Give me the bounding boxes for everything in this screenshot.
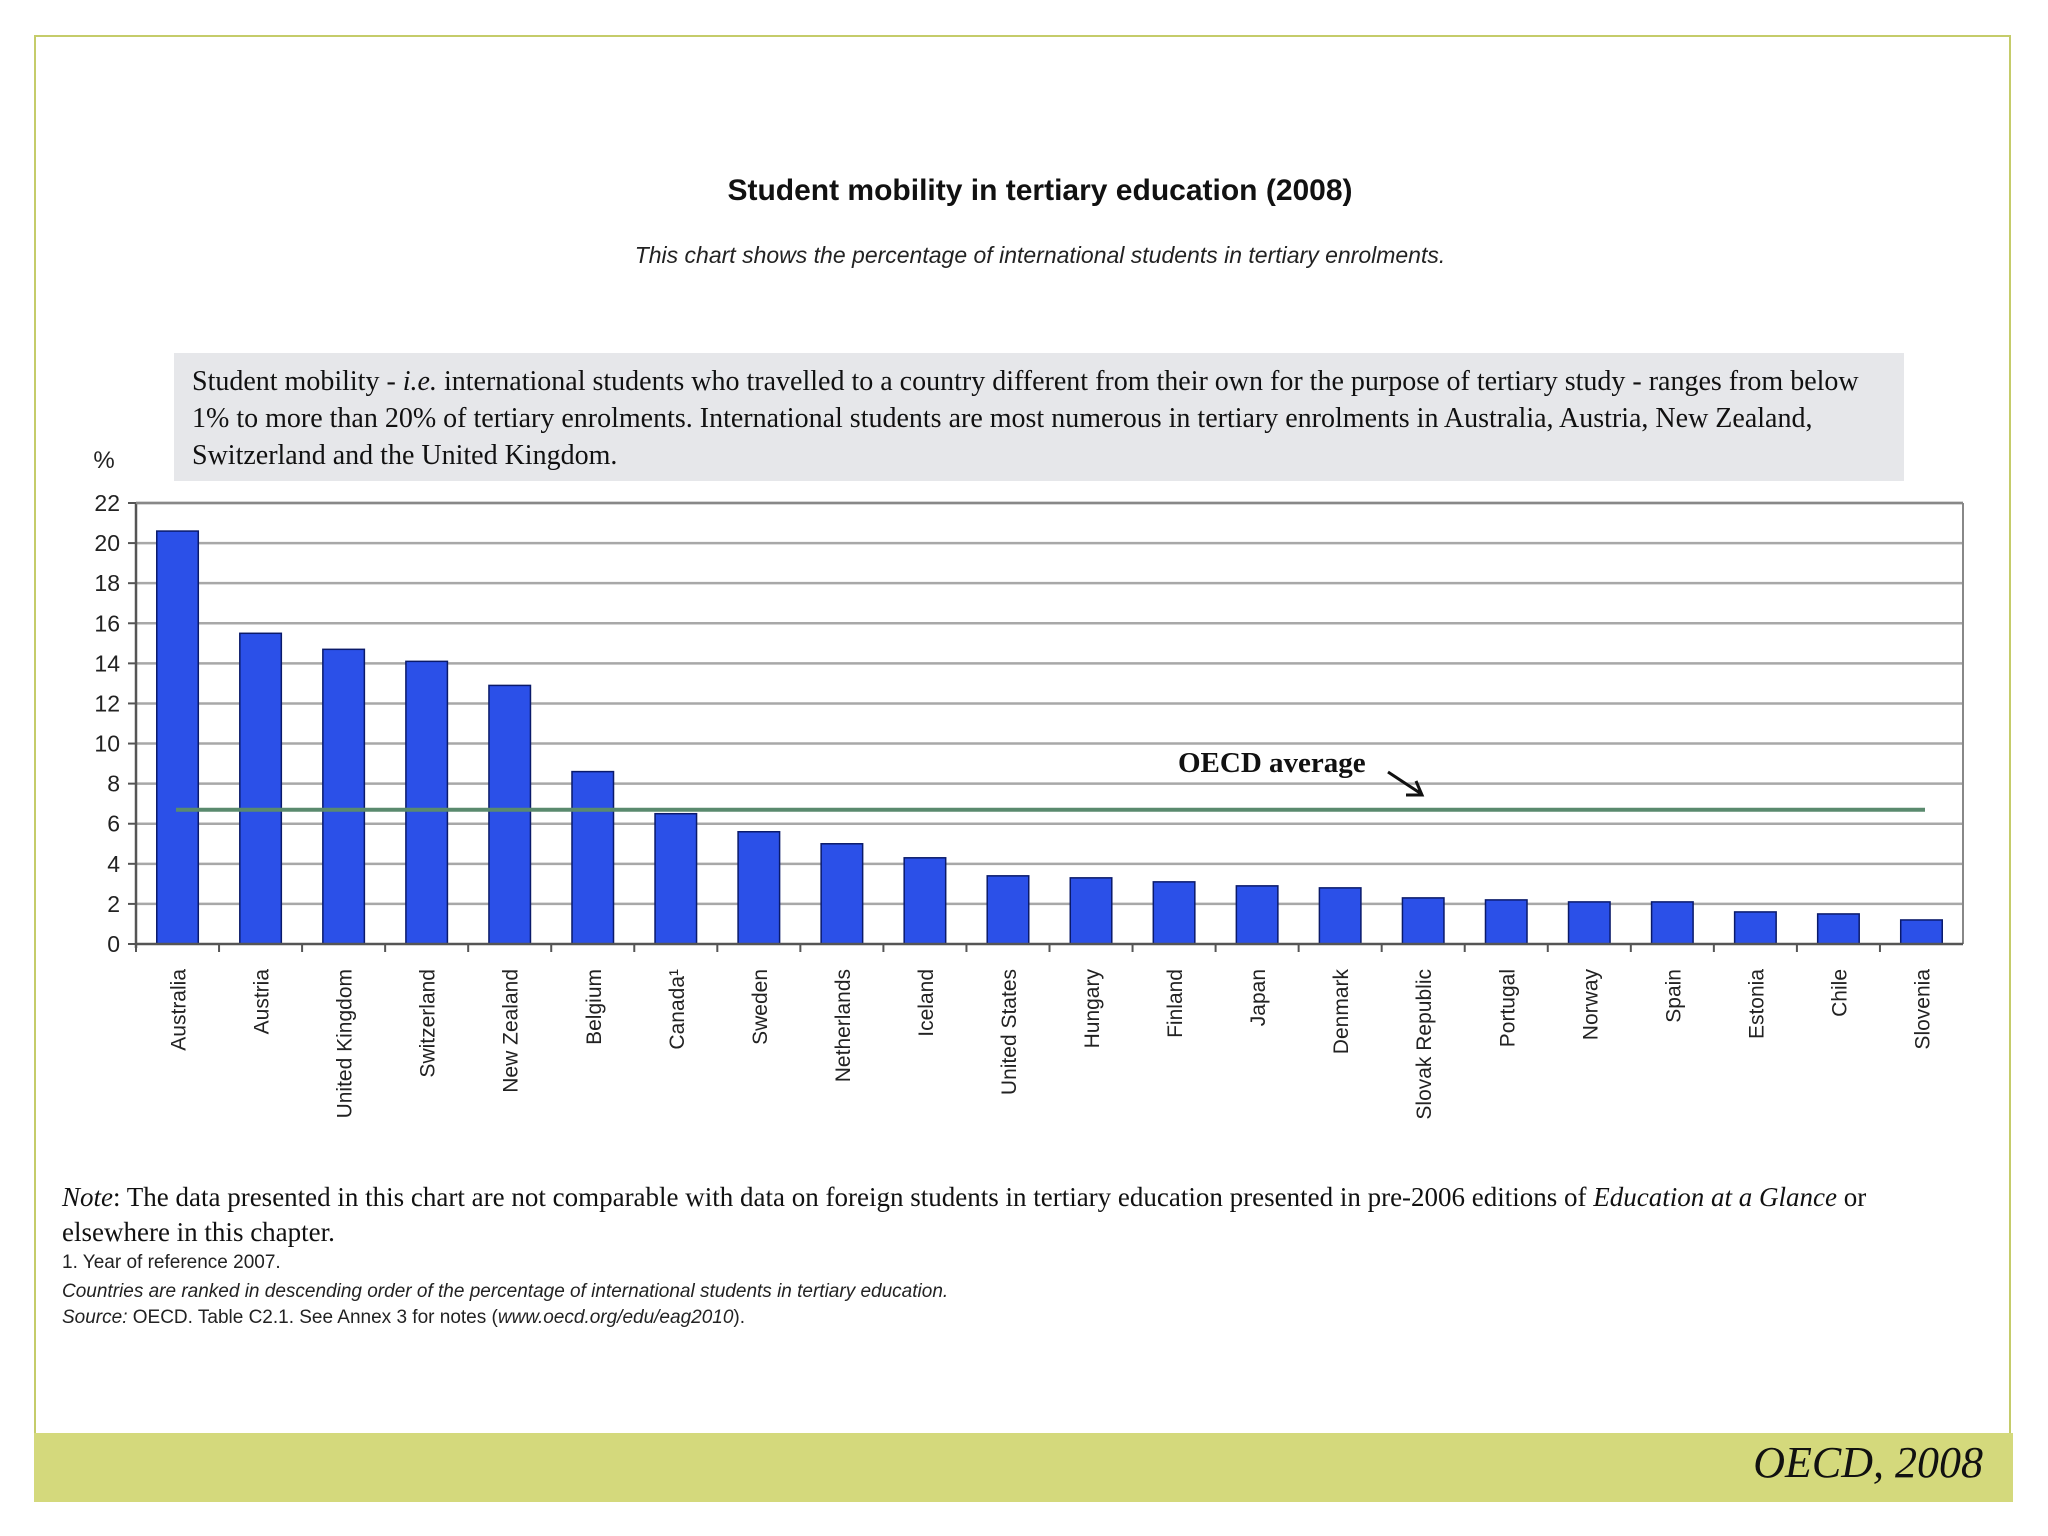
arrow-icon [1387,770,1425,797]
y-axis-label: % [93,447,114,474]
x-tick-label: Slovenia [1911,969,1934,1050]
y-tick-label: 14 [94,650,120,676]
oecd-average-label: OECD average [1178,747,1366,779]
x-tick-label: Sweden [749,969,772,1045]
x-tick-label: Austria [251,969,274,1035]
bar-australia [156,530,200,945]
note-text1: : The data presented in this chart are n… [113,1182,1594,1212]
note-book: Education at a Glance [1593,1182,1837,1212]
note-label: Note [62,1182,113,1212]
bar-united-states [986,875,1030,945]
info-ie: i.e. [402,366,437,397]
y-tick-label: 10 [94,731,120,757]
info-text: international students who travelled to … [192,366,1859,471]
y-tick-label: 0 [107,931,120,957]
footer-bar: OECD, 2008 [34,1433,2013,1502]
info-lead: Student mobility - [192,366,403,397]
x-tick-label: United States [998,969,1021,1095]
chart-note: Note: The data presented in this chart a… [62,1180,1962,1250]
bar-new-zealand [488,684,532,945]
footnote-1: 1. Year of reference 2007. [62,1252,281,1273]
x-tick-label: United Kingdom [334,969,357,1118]
bar-slovak-republic [1401,897,1445,945]
chart-subtitle: This chart shows the percentage of inter… [634,242,1446,268]
y-tick-label: 22 [94,490,120,516]
y-tick-label: 16 [94,610,120,636]
bar-belgium [571,770,615,945]
x-tick-label: Spain [1662,969,1685,1023]
source-end: ). [733,1307,746,1328]
bar-chile [1816,913,1860,945]
chart-title: Student mobility in tertiary education (… [727,174,1353,207]
x-tick-label: Hungary [1081,969,1104,1049]
bar-united-kingdom [322,648,366,945]
y-tick-label: 18 [94,570,120,596]
bar-sweden [737,830,781,945]
x-tick-label: Belgium [583,969,606,1045]
bar-finland [1152,881,1196,945]
x-tick-label: Norway [1579,969,1602,1041]
bar-austria [239,632,283,945]
footnote-2: Countries are ranked in descending order… [62,1281,949,1302]
x-tick-label: Netherlands [832,969,855,1082]
bar-japan [1235,885,1279,945]
bar-canada- [654,812,698,945]
x-tick-label: Chile [1828,969,1851,1017]
source-text: OECD. Table C2.1. See Annex 3 for notes … [127,1307,498,1328]
bar-norway [1567,901,1611,945]
bar-estonia [1733,911,1777,945]
x-tick-label: Finland [1164,969,1187,1038]
x-tick-label: Estonia [1745,969,1768,1039]
y-tick-label: 8 [107,771,120,797]
y-tick-label: 20 [94,530,120,556]
source-label: Source: [62,1307,128,1328]
source-url: www.oecd.org/edu/eag2010 [497,1307,734,1328]
note-text2: or elsewhere in this chapter. [62,1182,1867,1247]
x-tick-label: Canada¹ [666,969,689,1050]
bar-spain [1650,901,1694,945]
bar-hungary [1069,877,1113,945]
x-tick-label: Switzerland [417,969,440,1078]
x-tick-label: New Zealand [500,969,523,1093]
info-box: Student mobility - i.e. international st… [174,353,1904,481]
x-tick-label: Australia [168,969,191,1051]
y-tick-label: 12 [94,690,120,716]
bar-denmark [1318,887,1362,945]
x-tick-label: Slovak Republic [1413,969,1436,1120]
source-line: Source: OECD. Table C2.1. See Annex 3 fo… [62,1307,745,1329]
x-tick-label: Portugal [1496,969,1519,1047]
citation: OECD, 2008 [1753,1438,1983,1487]
x-tick-label: Japan [1247,969,1270,1026]
bar-switzerland [405,660,449,945]
bar-slovenia [1899,919,1943,945]
x-tick-label: Denmark [1330,969,1353,1055]
bar-iceland [903,857,947,945]
y-tick-label: 4 [107,851,120,877]
bar-netherlands [820,843,864,945]
bar-portugal [1484,899,1528,945]
y-tick-label: 2 [107,891,120,917]
x-tick-label: Iceland [915,969,938,1037]
y-tick-label: 6 [107,811,120,837]
